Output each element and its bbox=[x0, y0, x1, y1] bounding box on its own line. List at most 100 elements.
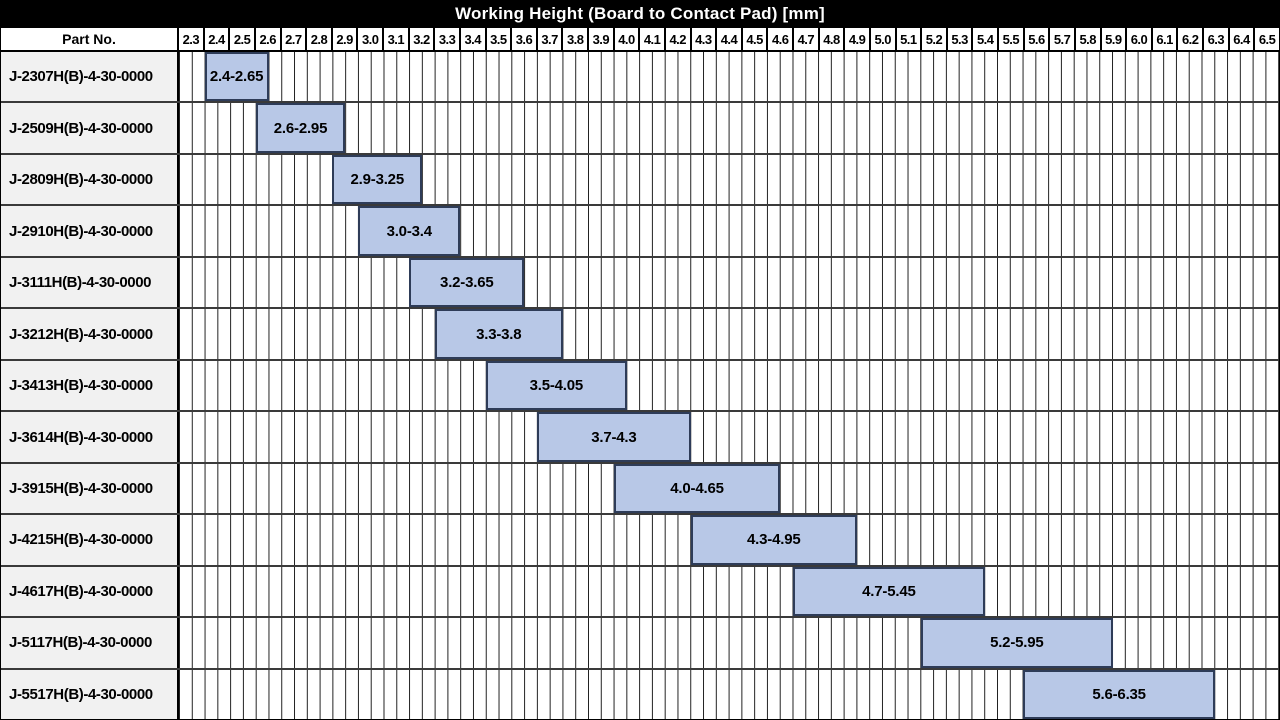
part-no-cell: J-5117H(B)-4-30-0000 bbox=[1, 618, 179, 668]
axis-tick-label: 4.4 bbox=[717, 28, 743, 50]
working-height-range-bar: 2.9-3.25 bbox=[332, 154, 423, 205]
axis-tick-label: 5.4 bbox=[973, 28, 999, 50]
working-height-track: 3.3-3.8 bbox=[179, 309, 1279, 359]
working-height-track: 2.4-2.65 bbox=[179, 52, 1279, 102]
table-row: J-2509H(B)-4-30-0000 2.6-2.95 bbox=[1, 101, 1279, 153]
working-height-range-bar: 5.2-5.95 bbox=[920, 618, 1113, 668]
axis-tick-label: 6.1 bbox=[1153, 28, 1179, 50]
part-no-cell: J-2809H(B)-4-30-0000 bbox=[1, 154, 179, 205]
axis-tick-label: 3.0 bbox=[358, 28, 384, 50]
working-height-range-bar: 2.4-2.65 bbox=[204, 52, 269, 102]
axis-tick-label: 3.7 bbox=[538, 28, 564, 50]
axis-tick-label: 5.5 bbox=[999, 28, 1025, 50]
part-no-cell: J-5517H(B)-4-30-0000 bbox=[1, 669, 179, 719]
table-row: J-3915H(B)-4-30-0000 4.0-4.65 bbox=[1, 461, 1279, 514]
axis-tick-label: 5.9 bbox=[1102, 28, 1128, 50]
axis-tick-label: 4.7 bbox=[794, 28, 820, 50]
axis-tick-label: 4.0 bbox=[615, 28, 641, 50]
table-row: J-3413H(B)-4-30-0000 3.5-4.05 bbox=[1, 358, 1279, 411]
axis-tick-label: 4.1 bbox=[640, 28, 666, 50]
table-row: J-5517H(B)-4-30-0000 5.6-6.35 bbox=[1, 667, 1279, 719]
axis-tick-labels: 2.3 2.4 2.5 2.6 2.7 2.8 2.9 3.0 3.1 3.2 3.3 3.4 3.5 3… bbox=[179, 28, 1279, 50]
working-height-track: 5.2-5.95 bbox=[179, 618, 1279, 668]
axis-tick-label: 5.1 bbox=[897, 28, 923, 50]
axis-tick-label: 3.2 bbox=[410, 28, 436, 50]
working-height-range-bar: 4.3-4.95 bbox=[690, 515, 857, 565]
working-height-range-bar: 3.0-3.4 bbox=[358, 206, 461, 256]
axis-tick-label: 4.8 bbox=[820, 28, 846, 50]
axis-tick-label: 3.3 bbox=[435, 28, 461, 50]
axis-tick-label: 5.6 bbox=[1025, 28, 1051, 50]
part-no-cell: J-2509H(B)-4-30-0000 bbox=[1, 103, 179, 153]
table-row: J-5117H(B)-4-30-0000 5.2-5.95 bbox=[1, 616, 1279, 668]
axis-tick-label: 5.2 bbox=[922, 28, 948, 50]
axis-tick-label: 6.3 bbox=[1204, 28, 1230, 50]
axis-tick-label: 4.9 bbox=[845, 28, 871, 50]
working-height-track: 4.0-4.65 bbox=[179, 463, 1279, 514]
axis-tick-label: 3.1 bbox=[384, 28, 410, 50]
axis-tick-label: 2.9 bbox=[333, 28, 359, 50]
working-height-range-bar: 3.3-3.8 bbox=[434, 309, 563, 359]
axis-tick-label: 4.3 bbox=[692, 28, 718, 50]
axis-tick-label: 4.2 bbox=[666, 28, 692, 50]
axis-tick-label: 2.3 bbox=[179, 28, 205, 50]
axis-tick-label: 5.0 bbox=[871, 28, 897, 50]
working-height-range-bar: 2.6-2.95 bbox=[255, 103, 346, 153]
part-no-cell: J-3413H(B)-4-30-0000 bbox=[1, 360, 179, 411]
table-row: J-3111H(B)-4-30-0000 3.2-3.65 bbox=[1, 255, 1279, 308]
table-row: J-3212H(B)-4-30-0000 3.3-3.8 bbox=[1, 307, 1279, 359]
part-no-cell: J-4215H(B)-4-30-0000 bbox=[1, 515, 179, 565]
working-height-track: 3.7-4.3 bbox=[179, 412, 1279, 462]
part-no-cell: J-3915H(B)-4-30-0000 bbox=[1, 463, 179, 514]
working-height-track: 4.7-5.45 bbox=[179, 566, 1279, 617]
working-height-range-bar: 3.5-4.05 bbox=[485, 360, 627, 411]
working-height-track: 3.5-4.05 bbox=[179, 360, 1279, 411]
table-row: J-4617H(B)-4-30-0000 4.7-5.45 bbox=[1, 564, 1279, 617]
working-height-track: 4.3-4.95 bbox=[179, 515, 1279, 565]
working-height-track: 2.9-3.25 bbox=[179, 154, 1279, 205]
axis-tick-label: 3.9 bbox=[589, 28, 615, 50]
axis-tick-label: 6.5 bbox=[1258, 31, 1276, 47]
part-no-cell: J-2307H(B)-4-30-0000 bbox=[1, 52, 179, 102]
part-no-cell: J-2910H(B)-4-30-0000 bbox=[1, 206, 179, 256]
axis-tick-label: 4.6 bbox=[768, 28, 794, 50]
axis-tick-label: 6.0 bbox=[1127, 28, 1153, 50]
working-height-range-bar: 5.6-6.35 bbox=[1023, 669, 1216, 719]
axis-tick-label: 2.6 bbox=[256, 28, 282, 50]
axis-tick-label: 5.7 bbox=[1050, 28, 1076, 50]
axis-tick-label: 2.8 bbox=[307, 28, 333, 50]
table-row: J-4215H(B)-4-30-0000 4.3-4.95 bbox=[1, 513, 1279, 565]
axis-tick-label: 2.7 bbox=[282, 28, 308, 50]
part-no-cell: J-3212H(B)-4-30-0000 bbox=[1, 309, 179, 359]
part-no-cell: J-3614H(B)-4-30-0000 bbox=[1, 412, 179, 462]
working-height-range-bar: 4.0-4.65 bbox=[613, 463, 781, 514]
chart-title: Working Height (Board to Contact Pad) [m… bbox=[1, 0, 1279, 28]
axis-tick-label: 6.4 bbox=[1230, 28, 1256, 50]
axis-tick-label: 2.5 bbox=[230, 28, 256, 50]
working-height-range-bar: 3.7-4.3 bbox=[537, 412, 691, 462]
axis-tick-label: 5.8 bbox=[1076, 28, 1102, 50]
working-height-range-bar: 3.2-3.65 bbox=[409, 257, 525, 308]
working-height-track: 5.6-6.35 bbox=[179, 669, 1279, 719]
part-no-cell: J-4617H(B)-4-30-0000 bbox=[1, 566, 179, 617]
axis-tick-label: 3.6 bbox=[512, 28, 538, 50]
axis-header-row: Part No. 2.3 2.4 2.5 2.6 2.7 2.8 2.9 3.0 3.1 3.2 3… bbox=[1, 28, 1279, 52]
table-row: J-2910H(B)-4-30-0000 3.0-3.4 bbox=[1, 204, 1279, 256]
axis-tick-label: 4.5 bbox=[743, 28, 769, 50]
part-no-cell: J-3111H(B)-4-30-0000 bbox=[1, 257, 179, 308]
part-no-column-header: Part No. bbox=[1, 28, 179, 50]
axis-tick-label: 5.3 bbox=[948, 28, 974, 50]
table-row: J-2307H(B)-4-30-0000 2.4-2.65 bbox=[1, 52, 1279, 102]
axis-tick-label: 3.4 bbox=[461, 28, 487, 50]
table-row: J-2809H(B)-4-30-0000 2.9-3.25 bbox=[1, 152, 1279, 205]
working-height-range-bar: 4.7-5.45 bbox=[792, 566, 985, 617]
axis-tick-label: 3.8 bbox=[563, 28, 589, 50]
axis-tick-label: 2.4 bbox=[205, 28, 231, 50]
working-height-track: 3.2-3.65 bbox=[179, 257, 1279, 308]
table-row: J-3614H(B)-4-30-0000 3.7-4.3 bbox=[1, 410, 1279, 462]
axis-tick-label: 3.5 bbox=[487, 28, 513, 50]
working-height-track: 2.6-2.95 bbox=[179, 103, 1279, 153]
axis-tick-label: 6.2 bbox=[1178, 28, 1204, 50]
working-height-track: 3.0-3.4 bbox=[179, 206, 1279, 256]
